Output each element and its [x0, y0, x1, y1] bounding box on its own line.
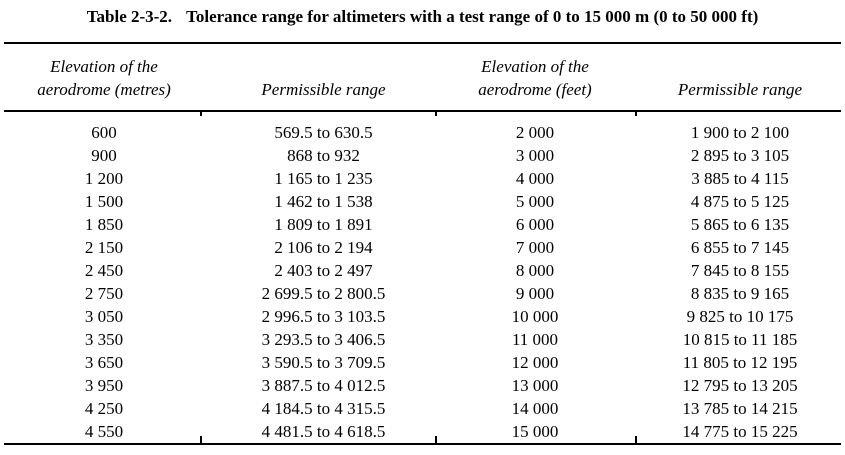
elevation-metres-cell: 1 500 [84, 192, 124, 211]
elevation-feet-cell: 13 000 [511, 376, 559, 395]
table-row: 3 350 3 293.5 to 3 406.5 11 000 10 815 to 1… [0, 328, 845, 351]
table-row: 2 450 2 403 to 2 497 8 000 7 845 to 8 155 [0, 259, 845, 282]
table-row: 2 150 2 106 to 2 194 7 000 6 855 to 7 145 [0, 236, 845, 259]
permissible-range-feet-cell: 6 855 to 7 145 [690, 238, 790, 257]
permissible-range-feet-cell: 5 865 to 6 135 [690, 215, 790, 234]
elevation-metres-cell: 2 450 [84, 261, 124, 280]
table-caption: Tolerance range for altimeters with a te… [186, 7, 759, 26]
column-header-line: aerodrome (metres) [37, 80, 171, 99]
permissible-range-metres-cell: 569.5 to 630.5 [274, 123, 373, 142]
permissible-range-feet-cell: 9 825 to 10 175 [686, 307, 794, 326]
permissible-range-feet-cell: 7 845 to 8 155 [690, 261, 790, 280]
column-header-permissible-range-metres: Permissible range [200, 44, 435, 110]
permissible-range-metres-cell: 3 887.5 to 4 012.5 [261, 376, 386, 395]
permissible-range-feet-cell: 3 885 to 4 115 [691, 169, 789, 188]
table-row: 3 050 2 996.5 to 3 103.5 10 000 9 825 to 10… [0, 305, 845, 328]
table-row: 3 950 3 887.5 to 4 012.5 13 000 12 795 to 1… [0, 374, 845, 397]
permissible-range-metres-cell: 3 293.5 to 3 406.5 [261, 330, 386, 349]
elevation-feet-cell: 3 000 [515, 146, 555, 165]
permissible-range-metres-cell: 2 403 to 2 497 [274, 261, 373, 280]
permissible-range-feet-cell: 13 785 to 14 215 [682, 399, 798, 418]
permissible-range-metres-cell: 1 165 to 1 235 [274, 169, 373, 188]
permissible-range-feet-cell: 1 900 to 2 100 [690, 123, 790, 142]
elevation-feet-cell: 4 000 [515, 169, 555, 188]
elevation-metres-cell: 3 950 [84, 376, 124, 395]
table-header-row: Elevation of the aerodrome (metres) Perm… [0, 44, 845, 110]
permissible-range-metres-cell: 868 to 932 [287, 146, 360, 165]
elevation-feet-cell: 9 000 [515, 284, 555, 303]
elevation-feet-cell: 5 000 [515, 192, 555, 211]
elevation-metres-cell: 900 [91, 146, 117, 165]
elevation-feet-cell: 6 000 [515, 215, 555, 234]
column-header-elevation-feet: Elevation of the aerodrome (feet) [435, 44, 635, 110]
permissible-range-feet-cell: 12 795 to 13 205 [682, 376, 798, 395]
table-row: 4 250 4 184.5 to 4 315.5 14 000 13 785 to 1… [0, 397, 845, 420]
table-row: 1 200 1 165 to 1 235 4 000 3 885 to 4 115 [0, 167, 845, 190]
table-body: 600 569.5 to 630.5 2 000 1 900 to 2 100 900 8… [0, 112, 845, 443]
table-row: 1 850 1 809 to 1 891 6 000 5 865 to 6 135 [0, 213, 845, 236]
elevation-feet-cell: 8 000 [515, 261, 555, 280]
header-separator-rule [4, 110, 841, 116]
elevation-metres-cell: 1 200 [84, 169, 124, 188]
permissible-range-metres-cell: 2 106 to 2 194 [274, 238, 373, 257]
column-separator-tick [635, 112, 637, 116]
table-row: 2 750 2 699.5 to 2 800.5 9 000 8 835 to 9 1… [0, 282, 845, 305]
permissible-range-feet-cell: 14 775 to 15 225 [682, 422, 798, 441]
table-row: 600 569.5 to 630.5 2 000 1 900 to 2 100 [0, 121, 845, 144]
elevation-feet-cell: 14 000 [511, 399, 559, 418]
elevation-metres-cell: 3 350 [84, 330, 124, 349]
elevation-metres-cell: 1 850 [84, 215, 124, 234]
permissible-range-feet-cell: 4 875 to 5 125 [690, 192, 790, 211]
table-title: Table 2-3-2. Tolerance range for altimete… [0, 7, 845, 27]
elevation-metres-cell: 3 050 [84, 307, 124, 326]
column-header-permissible-range-feet: Permissible range [635, 44, 845, 110]
elevation-metres-cell: 4 550 [84, 422, 124, 441]
table-bottom-rule [4, 436, 841, 445]
column-separator-tick [200, 436, 202, 443]
column-header-line: Elevation of the [481, 57, 589, 76]
elevation-feet-cell: 7 000 [515, 238, 555, 257]
permissible-range-metres-cell: 4 481.5 to 4 618.5 [261, 422, 386, 441]
elevation-feet-cell: 11 000 [511, 330, 559, 349]
elevation-metres-cell: 4 250 [84, 399, 124, 418]
column-header-line: Elevation of the [50, 57, 158, 76]
permissible-range-metres-cell: 2 996.5 to 3 103.5 [261, 307, 386, 326]
column-header-line: Permissible range [677, 80, 803, 99]
elevation-feet-cell: 2 000 [515, 123, 555, 142]
column-header-elevation-metres: Elevation of the aerodrome (metres) [0, 44, 200, 110]
column-separator-tick [435, 112, 437, 116]
table-number: Table 2-3-2. [86, 7, 173, 26]
column-header-line: Permissible range [261, 80, 386, 99]
elevation-feet-cell: 10 000 [511, 307, 559, 326]
elevation-metres-cell: 3 650 [84, 353, 124, 372]
elevation-feet-cell: 15 000 [511, 422, 559, 441]
permissible-range-metres-cell: 2 699.5 to 2 800.5 [261, 284, 386, 303]
column-separator-tick [200, 112, 202, 116]
column-header-line: aerodrome (feet) [478, 80, 592, 99]
table-row: 900 868 to 932 3 000 2 895 to 3 105 [0, 144, 845, 167]
elevation-metres-cell: 2 150 [84, 238, 124, 257]
elevation-metres-cell: 2 750 [84, 284, 124, 303]
permissible-range-feet-cell: 10 815 to 11 185 [682, 330, 798, 349]
permissible-range-feet-cell: 8 835 to 9 165 [690, 284, 790, 303]
table-row: 4 550 4 481.5 to 4 618.5 15 000 14 775 to 1… [0, 420, 845, 443]
table-row: 1 500 1 462 to 1 538 5 000 4 875 to 5 125 [0, 190, 845, 213]
table-row: 3 650 3 590.5 to 3 709.5 12 000 11 805 to 1… [0, 351, 845, 374]
permissible-range-metres-cell: 3 590.5 to 3 709.5 [261, 353, 386, 372]
permissible-range-metres-cell: 1 809 to 1 891 [274, 215, 373, 234]
permissible-range-metres-cell: 4 184.5 to 4 315.5 [261, 399, 386, 418]
permissible-range-metres-cell: 1 462 to 1 538 [274, 192, 373, 211]
elevation-metres-cell: 600 [91, 123, 117, 142]
permissible-range-feet-cell: 2 895 to 3 105 [690, 146, 790, 165]
elevation-feet-cell: 12 000 [511, 353, 559, 372]
column-separator-tick [635, 436, 637, 443]
column-separator-tick [435, 436, 437, 443]
permissible-range-feet-cell: 11 805 to 12 195 [682, 353, 798, 372]
table-top-rule [4, 42, 841, 44]
